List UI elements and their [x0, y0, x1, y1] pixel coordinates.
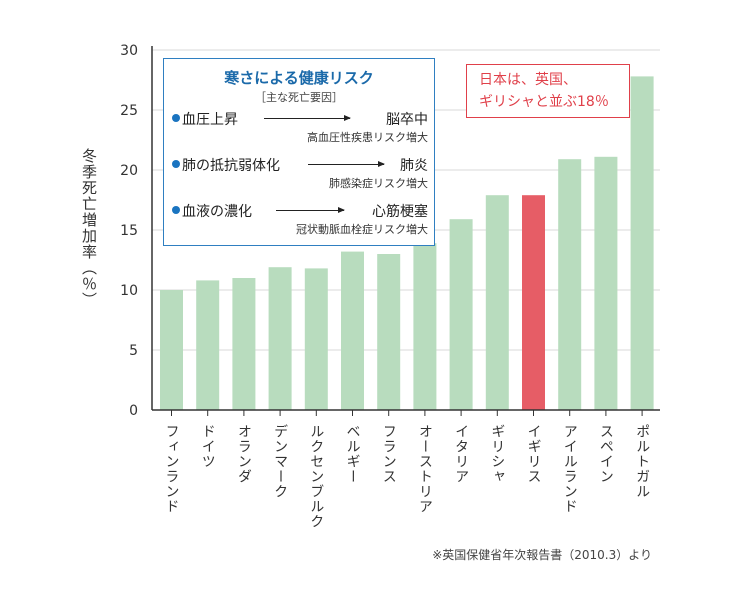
source-note: ※英国保健省年次報告書（2010.3）より: [432, 548, 652, 562]
bar: [341, 251, 364, 410]
bullet-icon: [172, 160, 180, 168]
bar: [377, 254, 401, 410]
bar: [558, 159, 582, 410]
x-tick-label: ルクセンブルク: [308, 424, 324, 529]
bar: [522, 195, 545, 410]
health-risk-box: 寒さによる健康リスク ［主な死亡要因］ 血圧上昇 脳卒中 高血圧性疾患リスク増大…: [163, 58, 435, 246]
bar: [268, 267, 292, 410]
risk-detail: 肺感染症リスク増大: [329, 177, 428, 190]
risk-item: 血液の濃化 心筋梗塞 冠状動脈血栓症リスク増大: [172, 201, 428, 247]
bullet-icon: [172, 114, 180, 122]
arrow-right-icon: [276, 207, 345, 213]
risk-result: 肺炎: [400, 158, 428, 174]
risk-box-subtitle: ［主な死亡要因］: [255, 91, 343, 104]
y-axis-label: 冬季死亡増加率（％）: [80, 148, 98, 308]
y-tick-label: 30: [120, 43, 138, 59]
arrow-right-icon: [308, 161, 385, 167]
bar: [630, 76, 654, 411]
x-tick-label: オーストリア: [417, 424, 433, 514]
risk-item: 血圧上昇 脳卒中 高血圧性疾患リスク増大: [172, 109, 428, 155]
x-tick-label: フィンランド: [164, 424, 180, 514]
note-line: 日本は、英国、: [479, 72, 577, 88]
arrow-right-icon: [264, 115, 351, 121]
bar: [304, 268, 328, 410]
risk-box-title: 寒さによる健康リスク: [224, 69, 374, 87]
risk-detail: 高血圧性疾患リスク増大: [307, 131, 428, 144]
risk-result: 心筋梗塞: [372, 204, 428, 220]
bar: [449, 219, 473, 410]
risk-result: 脳卒中: [386, 112, 428, 128]
y-tick-label: 10: [120, 283, 138, 299]
bar: [413, 243, 437, 410]
risk-cause: 血液の濃化: [182, 204, 252, 220]
x-tick-label: イタリア: [453, 424, 469, 484]
risk-cause: 肺の抵抗弱体化: [182, 158, 280, 174]
x-tick-label: アイルランド: [562, 424, 578, 514]
bar: [485, 195, 509, 410]
bar: [160, 290, 183, 410]
bar: [232, 278, 256, 410]
y-tick-label: 25: [120, 103, 138, 119]
x-tick-label: ギリシャ: [489, 424, 505, 484]
risk-detail: 冠状動脈血栓症リスク増大: [296, 223, 428, 236]
japan-note-box: 日本は、英国、 ギリシャと並ぶ18％: [466, 64, 630, 118]
x-tick-label: オランダ: [236, 424, 252, 484]
risk-cause: 血圧上昇: [182, 112, 238, 128]
note-line: ギリシャと並ぶ18％: [479, 94, 609, 110]
bar: [196, 280, 220, 410]
bar: [594, 156, 618, 410]
x-tick-label: ポルトガル: [634, 424, 650, 499]
x-tick-label: スペイン: [598, 424, 614, 484]
x-tick-label: デンマーク: [272, 424, 288, 499]
y-tick-label: 5: [129, 343, 138, 359]
x-tick-label: イギリス: [526, 424, 542, 484]
risk-item: 肺の抵抗弱体化 肺炎 肺感染症リスク増大: [172, 155, 428, 201]
x-tick-label: フランス: [381, 424, 397, 484]
x-tick-label: ドイツ: [200, 424, 216, 469]
bullet-icon: [172, 206, 180, 214]
y-tick-label: 15: [120, 223, 138, 239]
y-tick-label: 0: [129, 403, 138, 419]
x-tick-label: ベルギー: [345, 424, 361, 484]
y-tick-label: 20: [120, 163, 138, 179]
